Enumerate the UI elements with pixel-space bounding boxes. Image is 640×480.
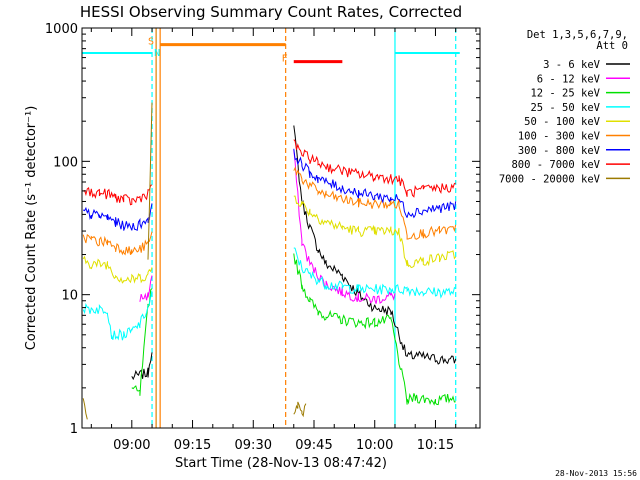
series-7 [83,148,457,232]
series-line [293,401,307,418]
series-line [293,125,457,365]
y-tick-label: 100 [53,155,78,170]
legend-title-line: Att 0 [596,40,628,52]
timestamp: 28-Nov-2013 15:56 [555,469,637,478]
legend-label: 100 - 300 keV [518,131,601,143]
legend-label: 300 - 800 keV [518,145,601,157]
series-8 [83,139,456,206]
y-tick-label: 1 [70,422,78,437]
series-line [147,102,153,260]
series-line [131,352,153,381]
y-axis-label: Corrected Count Rate (s⁻¹ detector⁻¹) [24,106,39,351]
series-line [293,139,456,198]
legend-label: 50 - 100 keV [524,116,601,128]
legend-label: 800 - 7000 keV [511,159,600,171]
series-6 [82,166,457,256]
series-9 [82,102,307,420]
x-axis: 09:00 09:15 09:30 09:45 10:00 10:15 [90,28,477,453]
legend-label: 25 - 50 keV [530,102,600,114]
flare-label: F [282,54,288,65]
x-tick-label: 09:45 [295,438,332,453]
saa-label: S [148,37,154,48]
plot-series-group [82,102,457,420]
y-tick-label: 10 [61,289,78,304]
x-tick-label: 09:00 [113,438,150,453]
series-line [83,203,153,232]
series-line [139,275,153,302]
series-line [293,253,456,406]
series-line [82,398,88,420]
series-2 [139,150,396,304]
x-tick-label: 10:15 [417,438,454,453]
y-tick-label: 1000 [45,22,78,37]
y-axis: 1 10 100 1000 [45,22,480,437]
plot-frame [81,27,481,429]
series-5 [82,195,457,284]
series-line [82,231,153,256]
legend: Det 1,3,5,6,7,9,Att 0 3 - 6 keV 6 - 12 keV… [499,29,630,185]
series-line [293,195,457,269]
legend-title-line: Det 1,3,5,6,7,9, [527,29,628,41]
series-line [293,247,457,299]
x-tick-label: 10:00 [356,438,393,453]
series-4 [82,247,457,341]
legend-label: 12 - 25 keV [530,88,600,100]
series-1 [131,125,457,381]
series-line [82,255,153,284]
legend-label: 6 - 12 keV [537,73,601,85]
legend-label: 3 - 6 keV [543,59,601,71]
x-axis-label: Start Time (28-Nov-13 08:47:42) [175,456,387,471]
chart-title: HESSI Observing Summary Count Rates, Cor… [80,3,462,21]
legend-label: 7000 - 20000 keV [499,173,601,185]
series-line [293,166,457,240]
series-3 [131,253,456,406]
night-label: N [154,48,160,59]
x-tick-label: 09:15 [174,438,211,453]
series-line [293,148,457,219]
plot-decorations: SN F [82,28,460,428]
x-tick-label: 09:30 [235,438,272,453]
series-line [83,184,153,206]
series-line [293,150,396,304]
series-line [82,290,153,341]
